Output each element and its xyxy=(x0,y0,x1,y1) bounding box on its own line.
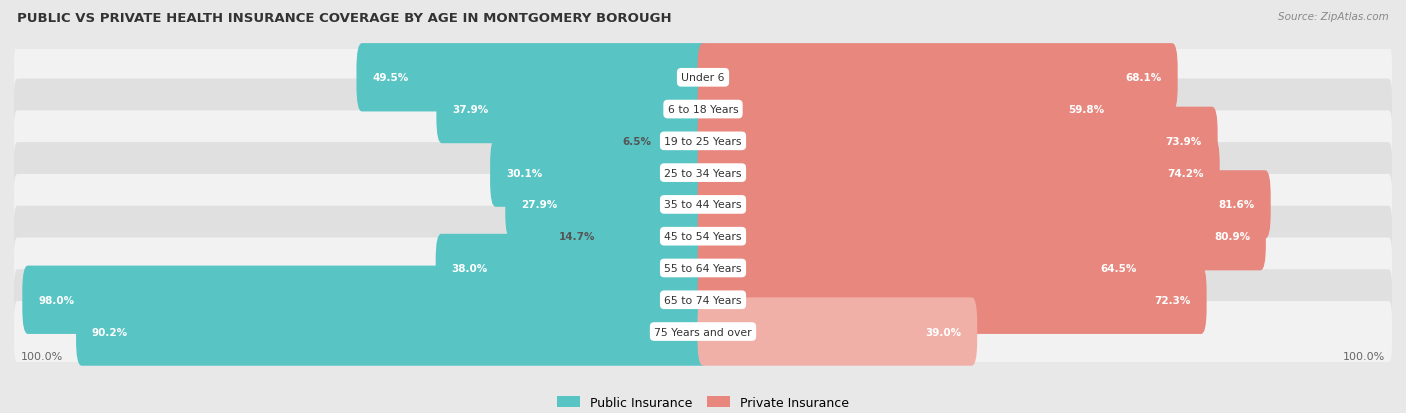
FancyBboxPatch shape xyxy=(697,266,1206,334)
Text: 100.0%: 100.0% xyxy=(1343,351,1385,361)
Text: 30.1%: 30.1% xyxy=(506,168,543,178)
Text: 100.0%: 100.0% xyxy=(21,351,63,361)
Text: 38.0%: 38.0% xyxy=(451,263,488,273)
FancyBboxPatch shape xyxy=(357,44,709,112)
FancyBboxPatch shape xyxy=(596,202,709,271)
Text: 81.6%: 81.6% xyxy=(1219,200,1254,210)
FancyBboxPatch shape xyxy=(14,270,1392,330)
FancyBboxPatch shape xyxy=(697,44,1178,112)
Text: 73.9%: 73.9% xyxy=(1166,137,1202,147)
FancyBboxPatch shape xyxy=(697,139,1219,207)
Text: 65 to 74 Years: 65 to 74 Years xyxy=(664,295,742,305)
Text: 14.7%: 14.7% xyxy=(558,232,595,242)
FancyBboxPatch shape xyxy=(697,171,1271,239)
Text: 59.8%: 59.8% xyxy=(1069,105,1105,115)
FancyBboxPatch shape xyxy=(14,143,1392,204)
Text: 98.0%: 98.0% xyxy=(38,295,75,305)
Text: PUBLIC VS PRIVATE HEALTH INSURANCE COVERAGE BY AGE IN MONTGOMERY BOROUGH: PUBLIC VS PRIVATE HEALTH INSURANCE COVER… xyxy=(17,12,672,25)
Text: 39.0%: 39.0% xyxy=(925,327,962,337)
Text: 35 to 44 Years: 35 to 44 Years xyxy=(664,200,742,210)
FancyBboxPatch shape xyxy=(14,206,1392,267)
Text: 45 to 54 Years: 45 to 54 Years xyxy=(664,232,742,242)
Text: 19 to 25 Years: 19 to 25 Years xyxy=(664,137,742,147)
FancyBboxPatch shape xyxy=(505,171,709,239)
FancyBboxPatch shape xyxy=(697,107,1218,176)
FancyBboxPatch shape xyxy=(14,47,1392,109)
FancyBboxPatch shape xyxy=(14,79,1392,140)
FancyBboxPatch shape xyxy=(652,107,709,176)
Text: 80.9%: 80.9% xyxy=(1213,232,1250,242)
FancyBboxPatch shape xyxy=(436,234,709,302)
Text: 90.2%: 90.2% xyxy=(91,327,128,337)
Text: 27.9%: 27.9% xyxy=(522,200,557,210)
FancyBboxPatch shape xyxy=(14,301,1392,362)
Text: 55 to 64 Years: 55 to 64 Years xyxy=(664,263,742,273)
Legend: Public Insurance, Private Insurance: Public Insurance, Private Insurance xyxy=(553,391,853,413)
Text: 75 Years and over: 75 Years and over xyxy=(654,327,752,337)
FancyBboxPatch shape xyxy=(76,298,709,366)
Text: 25 to 34 Years: 25 to 34 Years xyxy=(664,168,742,178)
FancyBboxPatch shape xyxy=(436,76,709,144)
Text: Under 6: Under 6 xyxy=(682,73,724,83)
FancyBboxPatch shape xyxy=(697,76,1121,144)
FancyBboxPatch shape xyxy=(14,111,1392,172)
FancyBboxPatch shape xyxy=(697,234,1153,302)
FancyBboxPatch shape xyxy=(14,174,1392,235)
Text: 74.2%: 74.2% xyxy=(1167,168,1204,178)
FancyBboxPatch shape xyxy=(491,139,709,207)
Text: 72.3%: 72.3% xyxy=(1154,295,1191,305)
Text: 6.5%: 6.5% xyxy=(623,137,651,147)
Text: 49.5%: 49.5% xyxy=(373,73,409,83)
Text: 37.9%: 37.9% xyxy=(453,105,488,115)
Text: 68.1%: 68.1% xyxy=(1126,73,1161,83)
FancyBboxPatch shape xyxy=(22,266,709,334)
FancyBboxPatch shape xyxy=(697,298,977,366)
FancyBboxPatch shape xyxy=(697,202,1265,271)
Text: Source: ZipAtlas.com: Source: ZipAtlas.com xyxy=(1278,12,1389,22)
Text: 6 to 18 Years: 6 to 18 Years xyxy=(668,105,738,115)
FancyBboxPatch shape xyxy=(14,238,1392,299)
Text: 64.5%: 64.5% xyxy=(1101,263,1137,273)
